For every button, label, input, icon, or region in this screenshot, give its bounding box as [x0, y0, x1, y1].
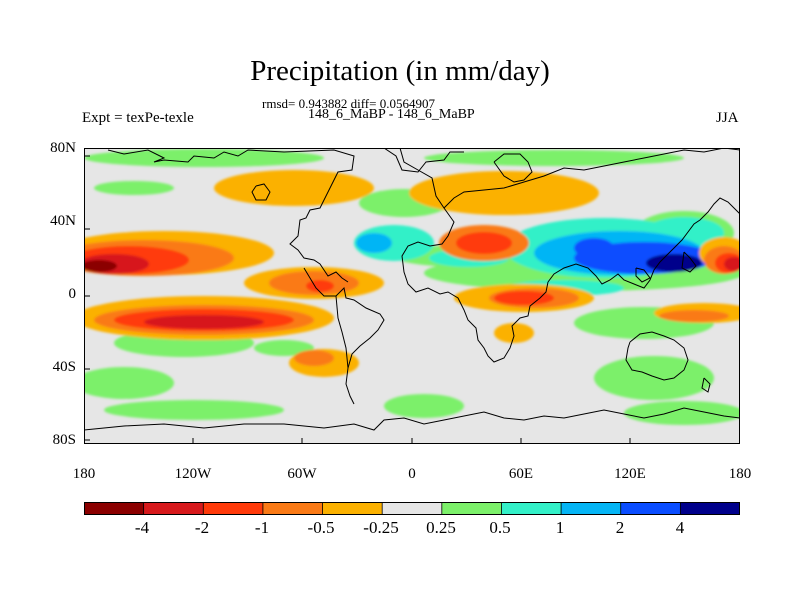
y-tick-label: 40S [52, 359, 76, 375]
colorbar-label: -0.25 [363, 518, 399, 537]
anomaly-region [724, 257, 740, 271]
left-label: Expt = texPe-texle [82, 110, 194, 126]
colorbar [84, 502, 740, 515]
coastline [335, 295, 349, 369]
coastline [635, 267, 651, 283]
y-tick-label: 80S [52, 432, 76, 448]
anomaly-region [456, 232, 512, 254]
anomaly-region [84, 367, 174, 399]
anomaly-fields [84, 149, 740, 425]
colorbar-cell [381, 502, 443, 515]
anomaly-darkblue-regions [646, 254, 702, 272]
x-tick-label: 180 [72, 466, 96, 482]
experiment-line: 148_6_MaBP - 148_6_MaBP [308, 107, 475, 122]
colorbar-label: -2 [194, 518, 210, 537]
anomaly-region [144, 315, 264, 329]
colorbar-label: 0.5 [489, 518, 511, 537]
colorbar-cells [84, 502, 740, 515]
colorbar-label: -1 [254, 518, 270, 537]
y-tick-label: 80N [50, 140, 76, 156]
anomaly-region [94, 181, 174, 195]
anomaly-region [104, 400, 284, 420]
anomaly-region [494, 291, 554, 305]
anomaly-deepred-regions [84, 260, 117, 272]
colorbar-cell [143, 502, 205, 515]
anomaly-region [294, 350, 334, 366]
coastline [84, 407, 740, 431]
anomaly-region [624, 401, 740, 425]
anomaly-region [594, 356, 714, 400]
x-tick-label: 60W [287, 466, 317, 482]
x-tick-label: 120E [614, 466, 646, 482]
colorbar-cell [501, 502, 562, 515]
x-tick-label: 180 [728, 466, 752, 482]
colorbar-cell [560, 502, 622, 515]
coastlines [84, 148, 740, 431]
colorbar-label: 2 [615, 518, 625, 537]
x-tick-label: 120W [174, 466, 212, 482]
colorbar-frame [84, 502, 740, 515]
x-tick-label: 60E [508, 466, 534, 482]
coastline [443, 148, 740, 209]
colorbar-label: 1 [555, 518, 565, 537]
y-tick-label: 0 [68, 286, 77, 302]
stats-line: rmsd= 0.943882 diff= 0.0564907 [262, 96, 435, 111]
colorbar-label: 0.25 [426, 518, 456, 537]
coastline [681, 251, 697, 273]
coastline [107, 149, 355, 283]
x-tick-label: 0 [408, 466, 416, 482]
anomaly-region [84, 260, 117, 272]
colorbar-label: -0.5 [307, 518, 335, 537]
colorbar-cell [262, 502, 324, 515]
anomaly-region [84, 149, 324, 167]
colorbar-cell [679, 502, 740, 515]
colorbar-label: 4 [675, 518, 685, 537]
anomaly-region [646, 254, 702, 272]
coastline [399, 148, 549, 363]
precipitation-map [84, 148, 740, 444]
anomaly-region [306, 280, 334, 292]
anomaly-region [254, 340, 314, 356]
coastline [251, 183, 271, 201]
y-tick-label: 40N [50, 213, 76, 229]
coastline [368, 148, 464, 173]
map-ticks [84, 155, 631, 444]
anomaly-region [424, 150, 684, 166]
coastline [701, 377, 711, 393]
coastline [493, 153, 533, 183]
colorbar-cell [202, 502, 264, 515]
colorbar-cell [620, 502, 682, 515]
anomaly-region [214, 170, 374, 206]
season-label: JJA [716, 110, 739, 126]
colorbar-cell [322, 502, 384, 515]
colorbar-label: -4 [134, 518, 150, 537]
colorbar-cell [84, 502, 145, 515]
coastline [625, 331, 689, 381]
coastline [547, 197, 740, 289]
anomaly-region [574, 238, 614, 258]
anomaly-region [384, 394, 464, 418]
anomaly-region [409, 171, 599, 215]
colorbar-cell [441, 502, 503, 515]
anomaly-region [356, 233, 392, 253]
plot-title: Precipitation (in mm/day) [250, 55, 550, 87]
anomaly-region [659, 310, 729, 322]
anomaly-region [494, 323, 534, 343]
